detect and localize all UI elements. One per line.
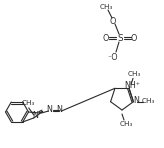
Text: CH₃: CH₃ bbox=[22, 100, 35, 106]
Text: CH₃: CH₃ bbox=[142, 98, 155, 104]
Text: ⁻O: ⁻O bbox=[108, 53, 118, 62]
Text: O: O bbox=[131, 33, 137, 42]
Text: S: S bbox=[117, 33, 123, 42]
Text: N: N bbox=[133, 96, 139, 105]
Text: CH₃: CH₃ bbox=[127, 71, 141, 77]
Text: CH₃: CH₃ bbox=[99, 4, 113, 10]
Text: CH₃: CH₃ bbox=[119, 121, 133, 127]
Text: O: O bbox=[110, 16, 116, 25]
Text: NH⁺: NH⁺ bbox=[124, 81, 140, 90]
Text: N: N bbox=[47, 104, 52, 114]
Text: N: N bbox=[57, 104, 62, 114]
Text: O: O bbox=[103, 33, 109, 42]
Text: N: N bbox=[32, 111, 38, 120]
